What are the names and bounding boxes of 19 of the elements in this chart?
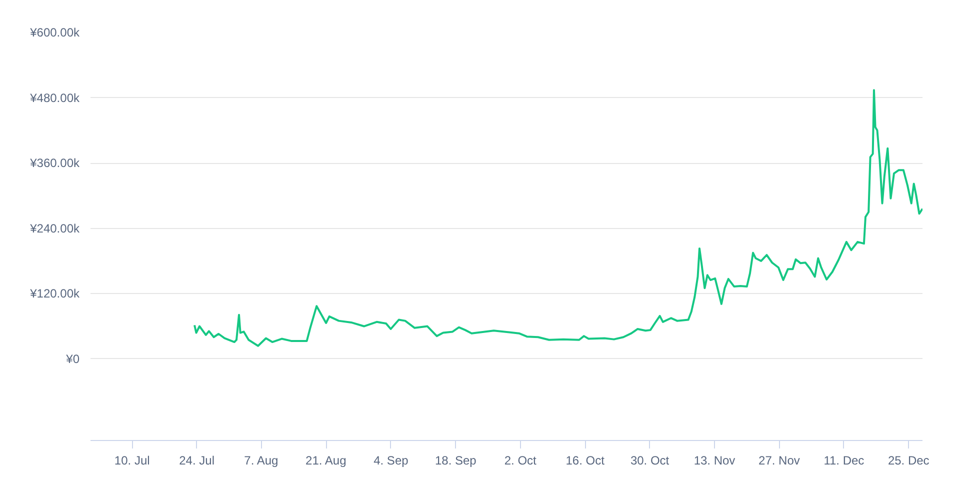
x-tick-label: 13. Nov [694, 454, 736, 468]
x-tick-label: 7. Aug [244, 454, 278, 468]
y-tick-label: ¥480.00k [29, 90, 80, 105]
x-tick-label: 24. Jul [179, 454, 214, 468]
x-tick-label: 2. Oct [504, 454, 538, 468]
x-tick-label: 16. Oct [566, 454, 606, 468]
x-tick-label: 27. Nov [758, 454, 800, 468]
y-tick-label: ¥360.00k [29, 156, 80, 170]
x-tick-label: 25. Dec [888, 454, 930, 468]
x-tick-label: 11. Dec [824, 454, 864, 468]
y-tick-label: ¥120.00k [29, 286, 80, 301]
x-tick-label: 21. Aug [306, 454, 346, 468]
y-tick-label: ¥240.00k [29, 221, 80, 236]
x-tick-label: 4. Sep [374, 454, 409, 468]
x-tick-label: 10. Jul [114, 454, 150, 468]
y-tick-label: ¥600.00k [29, 26, 80, 40]
x-tick-label: 18. Sep [434, 454, 477, 468]
x-tick-label: 30. Oct [630, 454, 670, 468]
y-tick-label: ¥0 [65, 352, 80, 366]
